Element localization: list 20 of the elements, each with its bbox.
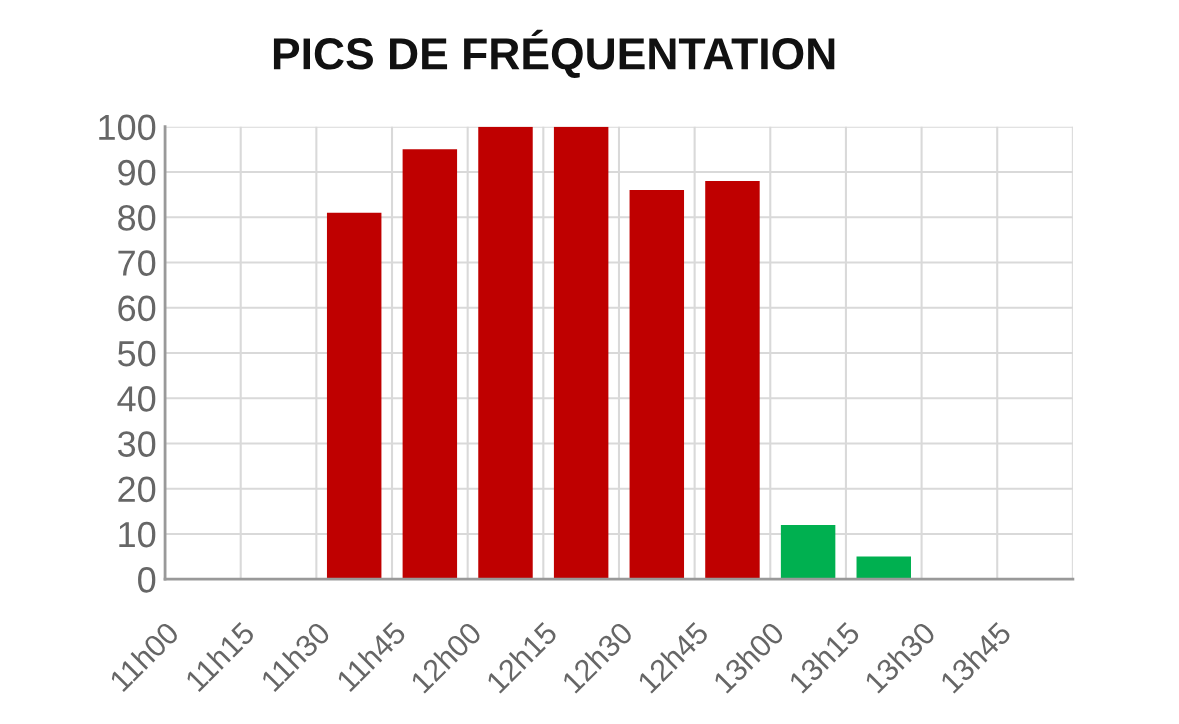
y-tick-label: 60	[118, 295, 156, 322]
bar	[553, 126, 609, 580]
y-tick-label: 10	[119, 521, 156, 548]
y-tick-label: 30	[117, 431, 156, 457]
y-tick-label: 70	[118, 250, 156, 276]
bar	[402, 149, 458, 580]
bar	[629, 190, 685, 580]
y-tick-label: 40	[117, 386, 156, 412]
y-tick-label: 80	[118, 205, 156, 231]
bar	[326, 212, 382, 580]
y-tick-label: 90	[118, 159, 156, 186]
y-tick-label: 20	[118, 476, 156, 503]
y-tick-label: 0	[138, 567, 156, 593]
y-tick-label: 50	[118, 340, 156, 367]
bar	[705, 181, 760, 580]
chart-title: PICS DE FRÉQUENTATION	[273, 29, 835, 78]
bar	[780, 524, 836, 580]
bar	[478, 126, 533, 580]
y-tick-label: 100	[99, 114, 156, 141]
bar	[856, 556, 911, 580]
